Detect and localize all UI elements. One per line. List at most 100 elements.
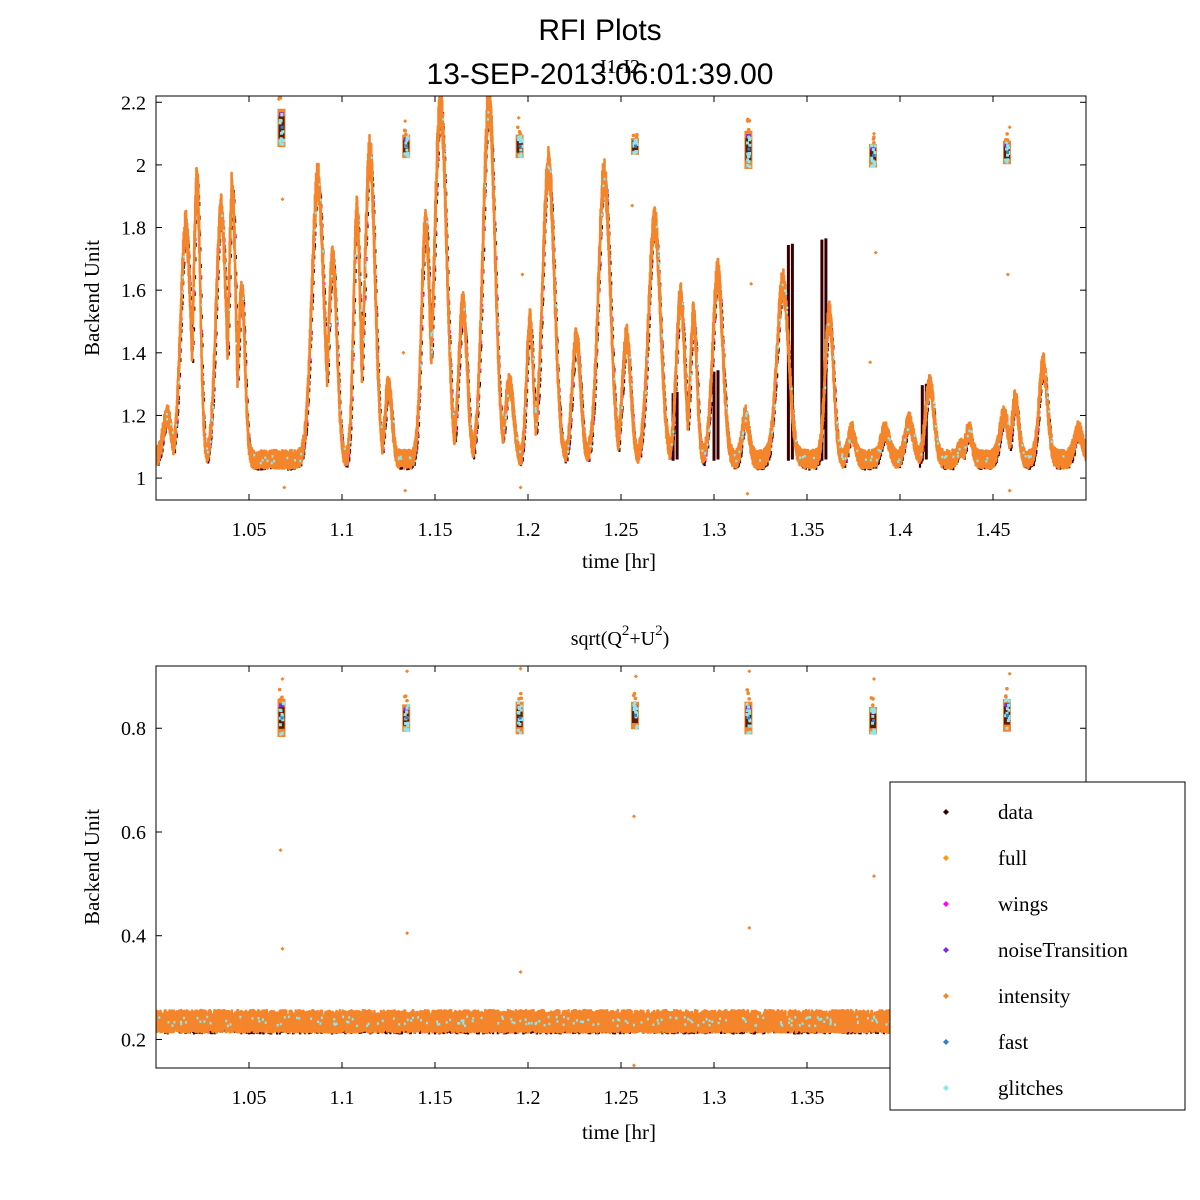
top-x-tick-label: 1.05 — [232, 519, 267, 541]
bottom-x-tick-label: 1.2 — [516, 1087, 541, 1109]
top-plot-area — [156, 96, 1086, 496]
bottom-title-part-3: ) — [663, 628, 670, 650]
legend-marker — [943, 1039, 949, 1045]
top-calibration-cluster-2 — [515, 125, 524, 159]
legend-marker — [943, 855, 949, 861]
top-calibration-cluster-3 — [631, 132, 639, 155]
top-outlier-point — [518, 485, 523, 490]
top-outlier-point — [516, 115, 521, 120]
top-outlier-point — [873, 250, 878, 255]
legend-entry-wings: wings — [943, 892, 1048, 916]
bottom-title-sup-2: 2 — [655, 623, 663, 639]
legend-entry-intensity: intensity — [943, 984, 1071, 1008]
figure-title: RFI Plots — [538, 14, 661, 47]
bottom-outlier-point — [633, 674, 638, 679]
bottom-outlier-point — [747, 925, 752, 930]
bottom-x-tick-label: 1.05 — [232, 1087, 267, 1109]
top-x-axis-label: time [hr] — [582, 549, 656, 573]
top-calibration-cluster-6 — [1003, 132, 1011, 165]
legend-label: noiseTransition — [998, 938, 1128, 962]
bottom-outlier-point — [405, 669, 410, 674]
legend-entry-glitches: glitches — [943, 1076, 1063, 1100]
bottom-x-tick-label: 1.1 — [330, 1087, 355, 1109]
bottom-outlier-point — [632, 814, 636, 819]
top-outlier-point — [280, 197, 285, 202]
legend-label: glitches — [998, 1076, 1063, 1100]
top-panel-title: I1-I2 — [600, 56, 640, 78]
legend-marker — [943, 947, 949, 953]
legend-entry-data: data — [943, 800, 1034, 824]
bottom-outlier-point — [280, 946, 285, 951]
bottom-title-part-1: sqrt(Q — [571, 628, 623, 650]
top-calibration-cluster-1 — [402, 128, 411, 159]
legend-label: full — [998, 846, 1027, 870]
top-ticks: 1.05 1.1 1.15 1.2 1.25 1.3 1.35 1.4 1.45 1 1.2 1.4 1… — [121, 92, 1086, 541]
bottom-outlier-point — [518, 970, 523, 974]
bottom-outlier-point — [872, 677, 876, 681]
bottom-y-tick-label: 0.8 — [121, 718, 146, 740]
bottom-calibration-cluster-4 — [744, 688, 753, 735]
top-calibration-cluster-4 — [744, 117, 753, 169]
top-outlier-point — [745, 119, 750, 124]
top-x-tick-label: 1.1 — [330, 519, 355, 541]
bottom-outlier-point — [872, 874, 876, 879]
top-x-tick-label: 1.3 — [702, 519, 727, 541]
bottom-panel: sqrt(Q2+U2) 1.05 1.1 1.15 1.2 1.25 1.3 1.350.2… — [80, 623, 1087, 1144]
bottom-outlier-point — [280, 677, 285, 681]
legend-label: wings — [998, 892, 1048, 916]
top-y-tick-label: 1.6 — [121, 280, 146, 302]
figure-timestamp: 13-SEP-2013:06:01:39.00 — [427, 58, 774, 91]
top-outlier-point — [403, 488, 408, 493]
top-y-tick-label: 1.4 — [121, 343, 146, 365]
top-y-tick-label: 1.8 — [121, 218, 146, 240]
bottom-calibration-cluster-2 — [515, 691, 524, 735]
top-calibration-cluster-5 — [869, 135, 877, 168]
top-outlier-point — [403, 119, 408, 124]
top-outlier-point — [401, 350, 406, 355]
top-outlier-point — [630, 203, 635, 208]
top-outlier-point — [1007, 488, 1012, 493]
bottom-x-tick-label: 1.25 — [604, 1087, 639, 1109]
top-y-tick-label: 1 — [136, 468, 146, 490]
top-outlier-point — [282, 485, 287, 490]
top-x-tick-label: 1.15 — [418, 519, 453, 541]
legend-marker — [943, 1085, 949, 1091]
legend-box — [889, 781, 1186, 1111]
bottom-x-tick-label: 1.3 — [702, 1087, 727, 1109]
bottom-outlier-point — [405, 931, 410, 936]
bottom-calibration-cluster-5 — [869, 696, 877, 735]
bottom-calibration-cluster-3 — [631, 691, 639, 730]
legend-label: fast — [998, 1030, 1028, 1054]
top-outlier-point — [868, 360, 873, 365]
bottom-title-part-2: +U — [629, 628, 655, 650]
bottom-title-sup-1: 2 — [622, 623, 630, 639]
bottom-outlier-point — [632, 1063, 636, 1068]
top-y-tick-label: 2 — [136, 155, 146, 177]
top-y-tick-label: 1.2 — [121, 405, 146, 427]
bottom-y-axis-label: Backend Unit — [80, 809, 104, 925]
top-outlier-point — [276, 97, 281, 102]
bottom-outlier-point — [1007, 671, 1012, 676]
bottom-outlier-point — [518, 666, 523, 671]
top-x-tick-label: 1.45 — [976, 519, 1011, 541]
bottom-calibration-cluster-0 — [277, 687, 286, 737]
top-x-tick-label: 1.25 — [604, 519, 639, 541]
top-x-tick-label: 1.2 — [516, 519, 541, 541]
legend-entry-fast: fast — [943, 1030, 1028, 1054]
legend-marker — [943, 901, 949, 907]
legend-label: intensity — [998, 984, 1071, 1008]
bottom-calibration-cluster-6 — [1003, 686, 1011, 732]
bottom-x-axis-label: time [hr] — [582, 1120, 656, 1144]
top-y-axis-label: Backend Unit — [80, 240, 104, 356]
top-series-glitches — [165, 111, 1065, 465]
bottom-ticks: 1.05 1.1 1.15 1.2 1.25 1.3 1.35 0.2 0.4 0.6 0.8 — [121, 666, 1086, 1109]
legend-entry-full: full — [943, 846, 1027, 870]
legend-marker — [943, 809, 949, 815]
top-outlier-point — [872, 131, 876, 136]
bottom-outlier-point — [747, 669, 752, 674]
top-x-tick-label: 1.4 — [888, 519, 913, 541]
top-outlier-point — [749, 281, 754, 286]
top-x-tick-label: 1.35 — [790, 519, 825, 541]
top-outlier-point — [520, 272, 525, 277]
